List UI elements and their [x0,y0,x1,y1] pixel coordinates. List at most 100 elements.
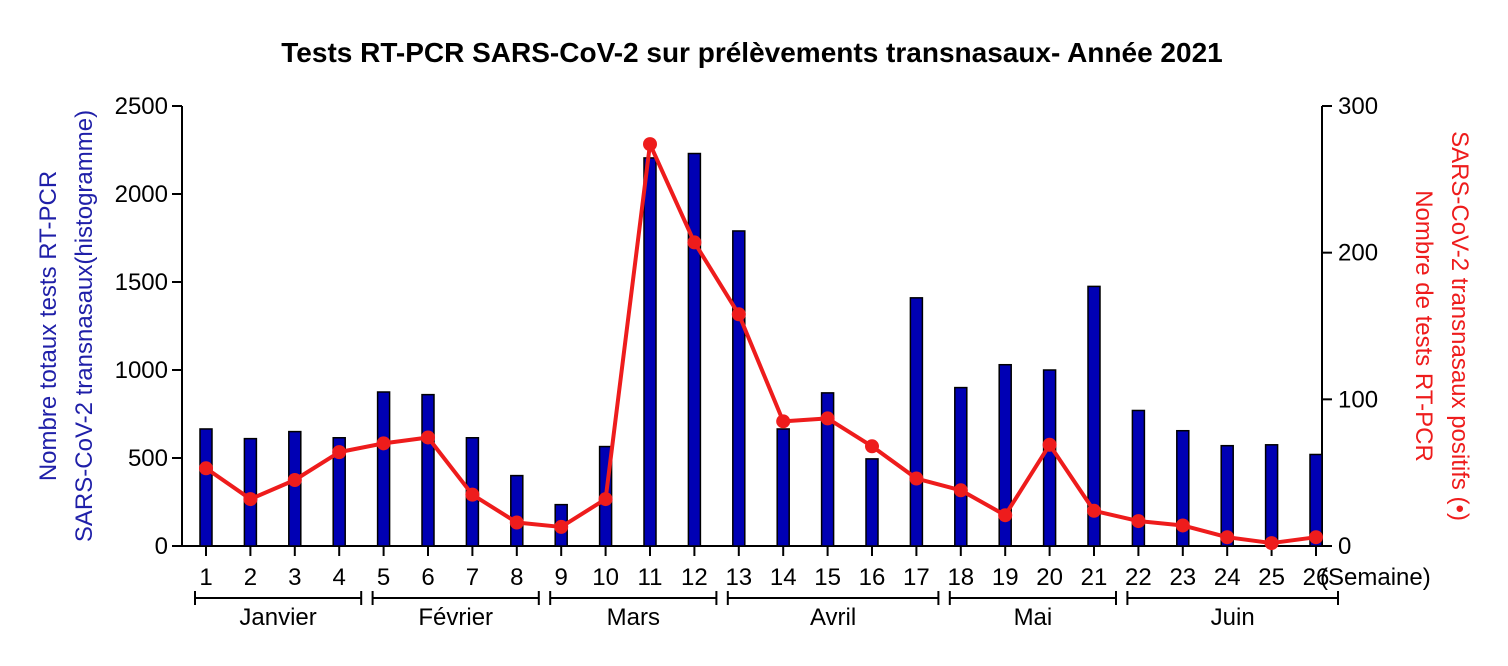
month-bracket: Mai [948,591,1117,631]
x-tick-label: 13 [725,564,752,591]
line-point [1175,518,1190,533]
line-point [998,508,1013,523]
bar [376,391,391,547]
y-axis-right-label: Nombre de tests RT-PCR SARS-CoV-2 transn… [1410,131,1473,521]
chart-title: Tests RT-PCR SARS-CoV-2 sur prélèvements… [281,37,1222,68]
line-point [865,439,879,454]
y-right-tick-label: 0 [1338,533,1351,560]
line-point [1131,514,1146,529]
line-point [909,471,924,486]
bar [1309,453,1323,547]
line-point [199,461,213,476]
line-series [199,137,1323,551]
y-axis-right-label-line-2: SARS-CoV-2 transnasaux positifs (•) [1446,131,1473,521]
y-left-tick-label: 2500 [115,93,168,120]
line-point [287,473,302,487]
y-left-tick-label: 1000 [115,357,168,384]
bar [820,392,835,547]
bar [643,157,657,547]
y-axis-left-label: Nombre totaux tests RT-PCR SARS-CoV-2 tr… [35,110,98,542]
bar [1042,369,1057,547]
bar [332,437,346,547]
month-label: Janvier [239,604,316,631]
x-tick-label: 10 [592,564,619,591]
y-right-tick-label: 200 [1338,240,1378,267]
bar [776,428,790,547]
month-bracket: Mars [549,591,718,631]
bar [998,363,1012,547]
x-tick-label: 17 [903,564,930,591]
month-brackets: Janvier Février Mars Avril Mai Juin [194,591,1339,631]
bar [1131,409,1146,547]
x-tick-label: 19 [992,564,1019,591]
axes [172,105,1332,556]
line-point [465,487,480,502]
bar [1087,285,1101,547]
bar [1220,444,1234,547]
x-tick-label: 24 [1214,564,1241,591]
month-label: Juin [1211,604,1255,631]
month-label: Mars [607,604,660,631]
line-point [776,414,791,429]
x-tick-label: 8 [510,564,523,591]
line-point [1087,503,1101,518]
line-point [332,445,347,460]
y-right-tick-label: 300 [1338,93,1378,120]
line-point [820,411,835,426]
y-axis-right-label-line-1: Nombre de tests RT-PCR [1410,190,1437,462]
bar [865,458,879,547]
x-tick-label: 7 [466,564,479,591]
line-point [1264,536,1279,551]
x-tick-label: 4 [333,564,346,591]
month-bracket: Juin [1126,591,1339,631]
y-axis-left-label-line-2: SARS-CoV-2 transnasaux(histogramme) [71,110,98,542]
line-point [554,519,569,534]
x-tick-label: 22 [1125,564,1152,591]
line-point [1309,530,1323,545]
y-left-tick-label: 0 [155,533,168,560]
positive-tests-line [204,142,1317,546]
x-tick-label: 2 [244,564,257,591]
y-left-tick-label: 1500 [115,269,168,296]
y-right-tick-label: 100 [1338,386,1378,413]
month-bracket: Avril [726,591,940,631]
x-tick-label: 25 [1258,564,1285,591]
y-left-tick-label: 2000 [115,181,168,208]
line-point [598,492,613,507]
month-bracket: Février [371,591,540,631]
month-label: Mai [1014,604,1053,631]
bar [288,430,302,547]
x-tick-label: 23 [1169,564,1196,591]
x-tick-label: 16 [859,564,886,591]
x-tick-label: 5 [377,564,390,591]
bar [954,386,968,547]
x-tick-label: 9 [555,564,568,591]
bar [687,152,702,547]
x-tick-label: 21 [1081,564,1108,591]
line-point [731,307,746,322]
x-tick-label: 20 [1036,564,1063,591]
x-tick-label: 3 [288,564,301,591]
month-bracket: Janvier [194,591,363,631]
x-tick-label: 15 [814,564,841,591]
line-point [953,483,968,498]
line-point [687,235,702,250]
line-point [509,515,524,530]
x-tick-label: 1 [199,564,212,591]
x-tick-label: 12 [681,564,708,591]
x-tick-label: 26 [1303,564,1330,591]
month-label: Avril [810,604,856,631]
bar [1264,444,1279,547]
bar-series [199,152,1323,547]
y-axis-left-label-line-1: Nombre totaux tests RT-PCR [35,171,62,481]
line-point [243,492,258,507]
bar [510,474,524,547]
month-label: Février [418,604,493,631]
y-left-tick-label: 500 [128,445,168,472]
line-point [643,137,657,152]
line-point [421,430,435,445]
bar [199,428,213,547]
line-point [1220,530,1235,545]
bar [421,393,435,547]
x-axis-label: (Semaine) [1320,564,1431,591]
